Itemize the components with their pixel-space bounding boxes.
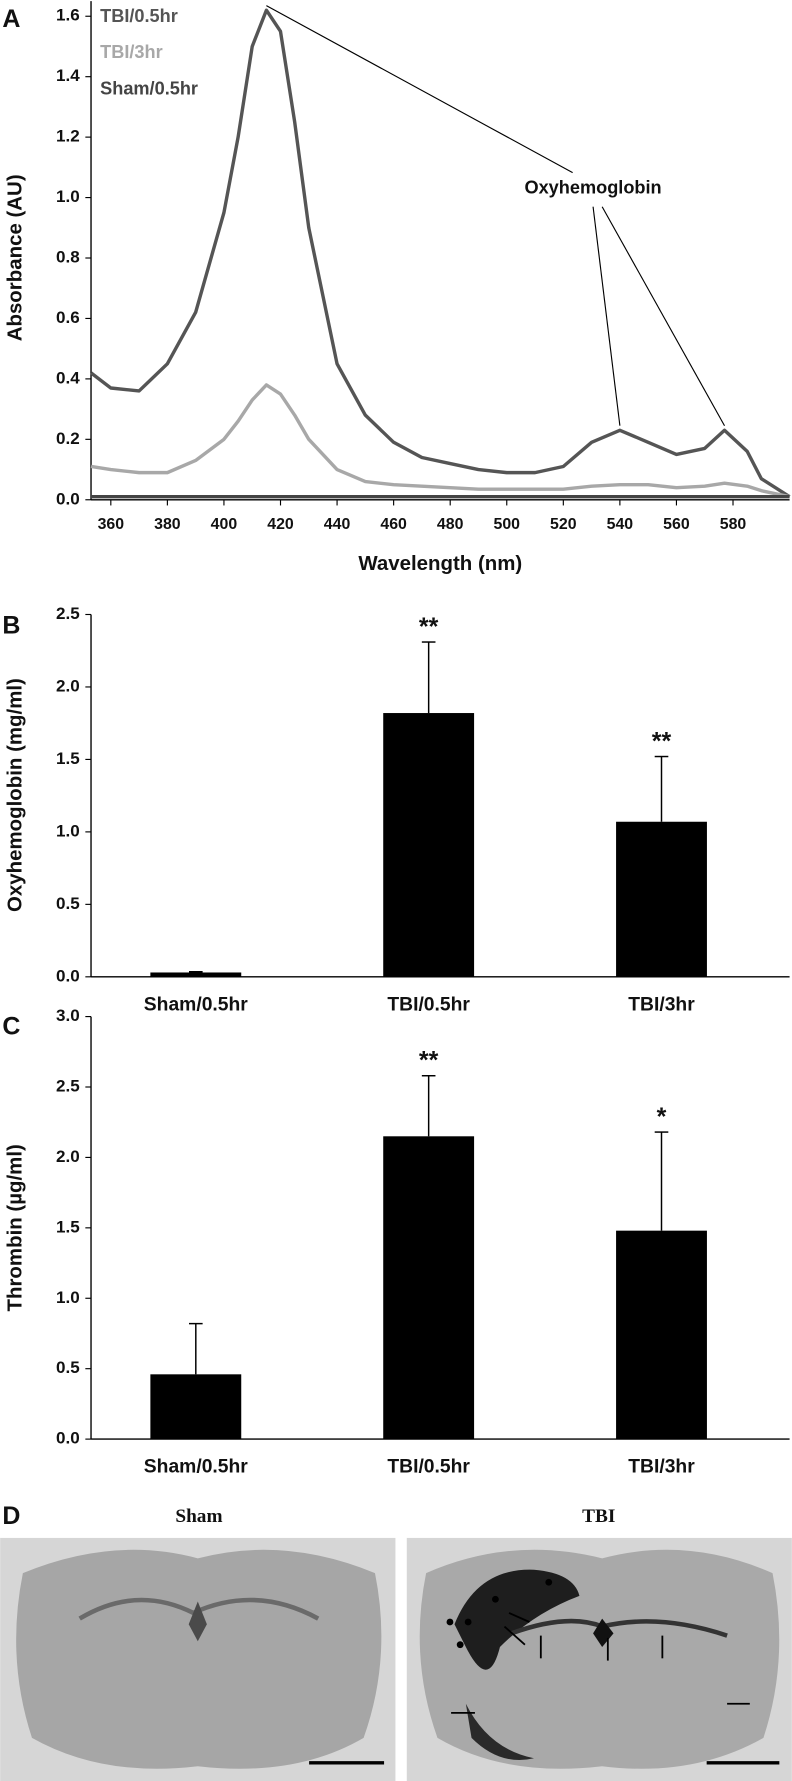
tbi-ventricle — [593, 1618, 614, 1647]
legend-entry: Sham/0.5hr — [100, 79, 198, 99]
y-tick-label: 0.8 — [56, 248, 80, 267]
legend-entry: TBI/3hr — [100, 42, 163, 62]
y-tick-label: 0.0 — [56, 1429, 80, 1448]
x-tick-label: Sham/0.5hr — [144, 1457, 249, 1478]
x-tick-label: TBI/3hr — [628, 1457, 695, 1478]
y-tick-label: 2.0 — [56, 676, 80, 695]
x-tick-label: 360 — [98, 516, 125, 533]
y-tick-label: 0.0 — [56, 489, 80, 508]
significance: * — [657, 1103, 667, 1131]
tbi-arrows — [451, 1612, 750, 1714]
y-tick-label: 1.0 — [56, 187, 80, 206]
x-tick-label: 380 — [154, 516, 181, 533]
y-tick-label: 2.0 — [56, 1147, 80, 1166]
bar — [150, 972, 242, 977]
curve — [89, 8, 791, 499]
x-tick-label: 540 — [607, 516, 634, 533]
y-axis-label: Oxyhemoglobin (mg/ml) — [3, 678, 26, 912]
y-tick-label: 2.5 — [56, 1077, 80, 1096]
significance: ** — [419, 1047, 439, 1075]
x-tick-label: TBI/3hr — [628, 994, 695, 1015]
bar — [383, 1136, 475, 1440]
x-tick-label: 440 — [324, 516, 351, 533]
y-tick-label: 1.0 — [56, 1288, 80, 1307]
y-tick-label: 1.4 — [56, 66, 80, 85]
y-tick-label: 1.5 — [56, 749, 80, 768]
bar — [616, 821, 707, 977]
y-tick-label: 1.2 — [56, 127, 80, 146]
y-tick-label: 1.0 — [56, 821, 80, 840]
tbi-asterisks — [446, 1578, 553, 1649]
x-tick-label: 420 — [267, 516, 294, 533]
curve — [90, 383, 790, 499]
y-tick-label: 3.0 — [56, 1006, 80, 1025]
y-tick-label: 0.5 — [56, 894, 80, 913]
y-tick-label: 0.0 — [56, 966, 80, 985]
significance: ** — [652, 727, 672, 755]
annotation-line — [601, 206, 726, 426]
legend-entry: TBI/0.5hr — [100, 6, 178, 26]
panel-label: B — [2, 612, 20, 640]
image-title: TBI — [582, 1506, 615, 1527]
x-tick-label: TBI/0.5hr — [387, 1457, 470, 1478]
sham-ventricle — [188, 1601, 207, 1642]
image-title: Sham — [175, 1506, 222, 1527]
tbi-hemorrhage — [465, 1703, 535, 1761]
micrographs: D Sham TBI — [0, 1502, 792, 1781]
y-tick-label: 0.4 — [56, 368, 80, 387]
y-axis-label: Thrombin (µg/ml) — [3, 1144, 26, 1311]
panel-label: A — [2, 5, 20, 33]
bar — [616, 1230, 707, 1440]
y-tick-label: 2.5 — [56, 604, 80, 623]
y-tick-label: 0.6 — [56, 308, 80, 327]
x-tick-label: 520 — [550, 516, 577, 533]
panel-label: D — [2, 1502, 20, 1530]
y-tick-label: 1.6 — [56, 6, 80, 25]
x-tick-label: TBI/0.5hr — [387, 994, 470, 1015]
x-tick-label: 480 — [437, 516, 464, 533]
sham-section — [16, 1549, 382, 1769]
x-tick-label: 460 — [380, 516, 407, 533]
annotation-line — [266, 5, 573, 174]
annotation: Oxyhemoglobin — [524, 177, 661, 197]
x-axis-label: Wavelength (nm) — [358, 552, 522, 575]
panel-label: C — [2, 1013, 20, 1041]
y-axis-label: Absorbance (AU) — [3, 174, 26, 341]
bar — [383, 713, 475, 977]
x-tick-label: 580 — [720, 516, 747, 533]
x-tick-label: 400 — [211, 516, 238, 533]
significance: ** — [419, 613, 439, 641]
x-tick-label: Sham/0.5hr — [144, 994, 249, 1015]
y-tick-label: 0.2 — [56, 429, 80, 448]
x-tick-label: 560 — [663, 516, 690, 533]
annotation-line — [592, 206, 621, 426]
bar — [150, 1374, 242, 1440]
tbi-hemorrhage — [454, 1569, 580, 1670]
x-tick-label: 500 — [494, 516, 521, 533]
y-tick-label: 0.5 — [56, 1358, 80, 1377]
y-tick-label: 1.5 — [56, 1217, 80, 1236]
